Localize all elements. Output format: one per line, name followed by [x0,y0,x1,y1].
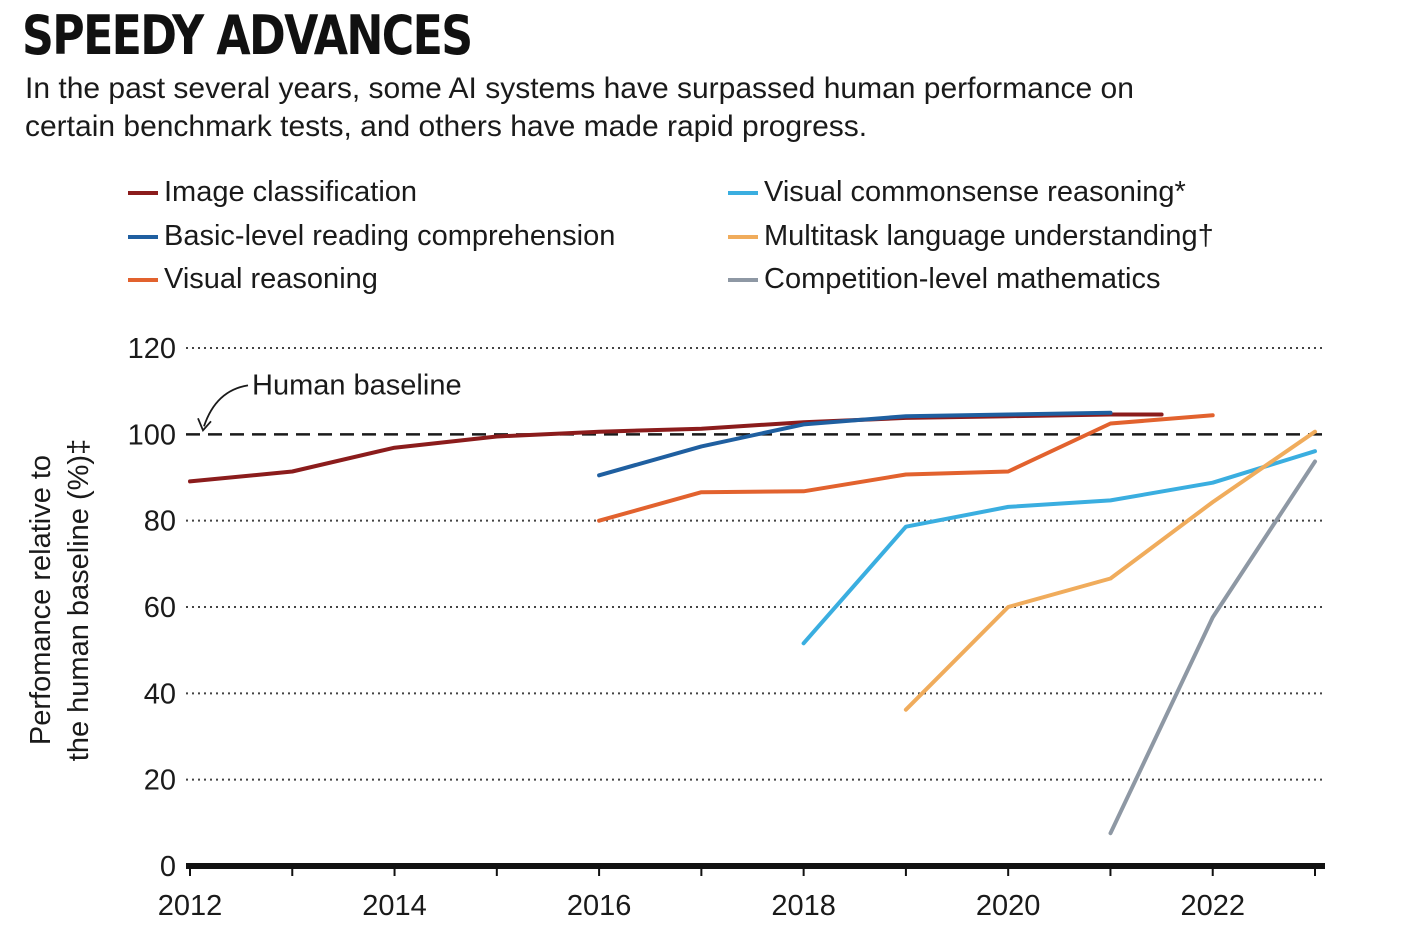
legend-item-visual-reasoning: Visual reasoning [128,263,378,296]
series-line-3 [801,449,1317,646]
legend-label: Visual commonsense reasoning* [764,176,1186,208]
y-tick-label: 20 [144,765,176,797]
x-tick-label: 2012 [158,890,223,922]
legend-label: Competition-level mathematics [764,263,1161,295]
x-tick-label: 2020 [976,890,1041,922]
legend-label: Visual reasoning [164,263,378,295]
y-tick-label: 120 [128,333,176,365]
y-axis-label-line2: the human baseline (%)‡ [63,439,95,761]
x-tick-label: 2018 [771,890,836,922]
legend-item-multitask-language: Multitask language understanding† [728,220,1214,253]
legend-label: Multitask language understanding† [764,220,1214,252]
series-line-1 [597,410,1113,478]
legend-swatch [128,234,158,239]
baseline-annotation-arrow [203,384,249,427]
baseline-label: Human baseline [252,369,462,401]
y-tick-label: 0 [160,851,176,883]
chart-subtitle: In the past several years, some AI syste… [25,72,1134,143]
series-line-4 [903,429,1317,712]
y-tick-label: 80 [144,506,176,538]
y-tick-label: 60 [144,592,176,624]
series-line-2 [597,413,1215,523]
legend-swatch [728,234,758,239]
legend-label: Image classification [164,176,418,208]
x-tick-label: 2022 [1180,890,1245,922]
legend-swatch [128,277,158,282]
legend-swatch [728,190,758,195]
legend: Image classification Basic-level reading… [0,170,1410,300]
series-line-5 [1108,459,1317,836]
legend-item-competition-math: Competition-level mathematics [728,263,1160,296]
legend-item-image-classification: Image classification [128,176,417,209]
y-axis-ticks: 0 20 40 60 80 100 120 [128,333,176,883]
y-axis-label-line1: Perfomance relative to [25,455,57,745]
legend-swatch [728,277,758,282]
series-line-0 [188,412,1164,484]
x-tick-label: 2014 [362,890,427,922]
y-tick-label: 40 [144,678,176,710]
series-lines [188,410,1317,836]
y-axis-label: Perfomance relative to the human baselin… [25,439,95,761]
legend-swatch [128,190,158,195]
legend-label: Basic-level reading comprehension [164,220,616,252]
x-axis: 2012 2014 2016 2018 2020 2022 [158,863,1325,922]
legend-item-visual-commonsense: Visual commonsense reasoning* [728,176,1186,209]
x-tick-label: 2016 [567,890,632,922]
human-baseline: Human baseline [186,369,1325,436]
chart-title: SPEEDY ADVANCES [22,4,473,67]
legend-item-reading-comprehension: Basic-level reading comprehension [128,220,615,253]
baseline-arrowhead [197,417,212,433]
y-tick-label: 100 [128,419,176,451]
